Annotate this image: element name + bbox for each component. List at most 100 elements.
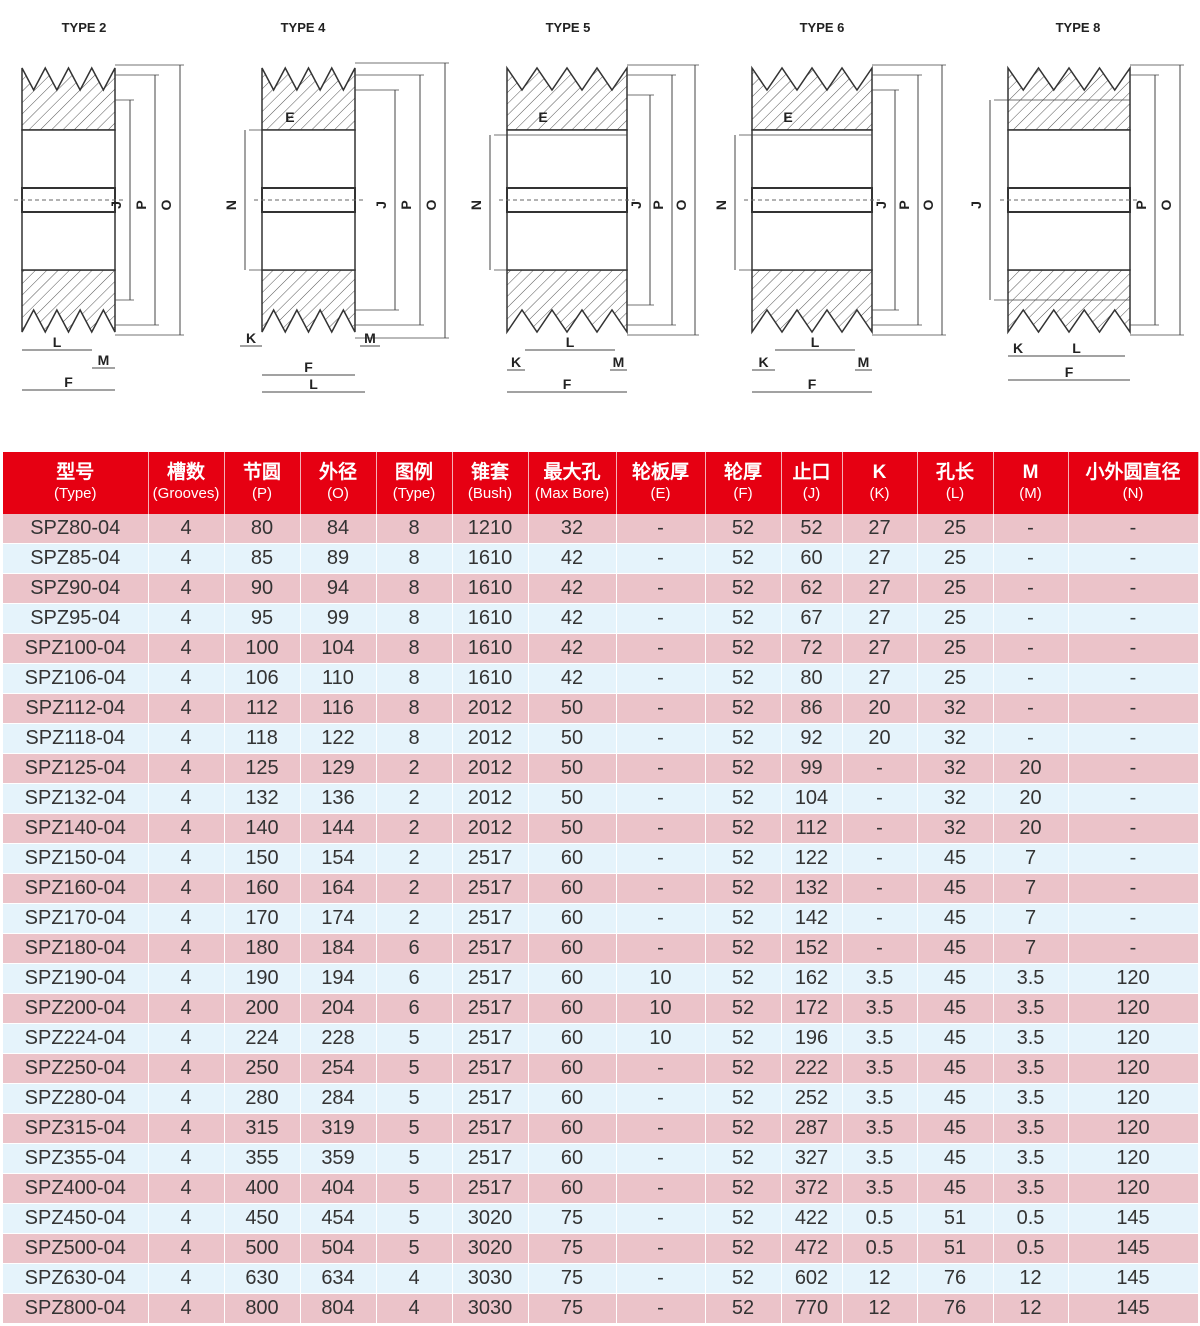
table-cell: 4 xyxy=(376,1263,453,1294)
table-cell: 120 xyxy=(1068,1173,1199,1204)
table-cell: 2 xyxy=(376,873,453,904)
table-cell: 27 xyxy=(842,603,918,634)
table-cell: 52 xyxy=(705,993,782,1024)
table-cell: 52 xyxy=(705,903,782,934)
table-cell: 120 xyxy=(1068,1053,1199,1084)
table-row: SPZ100-04 4 100 104 8 1610 42-52 72 27 25- - xyxy=(3,633,1199,664)
table-cell: 1610 xyxy=(452,573,529,604)
table-cell: SPZ315-04 xyxy=(3,1113,149,1144)
table-cell: 27 xyxy=(842,633,918,664)
table-cell: 104 xyxy=(300,633,377,664)
table-cell: - xyxy=(616,1143,706,1174)
dimension-label: F xyxy=(64,374,73,390)
spz-pulley-spec-table: 型号 (Type) 槽数 (Grooves) 节圆 (P) 外径 (O) 图例 (Type) 锥套 (… xyxy=(3,452,1199,1324)
table-cell: 172 xyxy=(781,993,843,1024)
table-cell: - xyxy=(616,543,706,574)
table-cell: 4 xyxy=(148,723,225,754)
table-cell: 6 xyxy=(376,963,453,994)
header-cn: 节圆 xyxy=(242,462,281,483)
dimension-label: K xyxy=(246,330,256,346)
table-cell: 132 xyxy=(224,783,301,814)
table-cell: 120 xyxy=(1068,993,1199,1024)
table-cell: 228 xyxy=(300,1023,377,1054)
table-cell: - xyxy=(993,514,1069,544)
table-cell: 222 xyxy=(781,1053,843,1084)
drawing-type-6: E N J P O K L M F xyxy=(713,64,946,393)
table-cell: 60 xyxy=(528,1023,617,1054)
table-cell: 52 xyxy=(705,1083,782,1114)
dimension-label: J xyxy=(373,201,389,209)
table-cell: 60 xyxy=(781,543,843,574)
table-cell: 60 xyxy=(528,903,617,934)
table-cell: 355 xyxy=(224,1143,301,1174)
table-cell: 8 xyxy=(376,663,453,694)
table-cell: 254 xyxy=(300,1053,377,1084)
drawing-title: TYPE 5 xyxy=(545,20,591,35)
dimension-label: L xyxy=(811,334,820,350)
table-cell: 42 xyxy=(528,663,617,694)
table-cell: 32 xyxy=(528,514,617,544)
table-cell: 5 xyxy=(376,1023,453,1054)
dimension-label: F xyxy=(304,359,313,375)
table-cell: 45 xyxy=(917,993,994,1024)
table-cell: 2517 xyxy=(452,933,529,964)
header-cn: 孔长 xyxy=(935,462,974,483)
table-cell: 120 xyxy=(1068,1143,1199,1174)
table-cell: 75 xyxy=(528,1293,617,1324)
dimension-label: J xyxy=(873,201,889,209)
table-cell: 2517 xyxy=(452,843,529,874)
header-en: (E) xyxy=(650,485,671,502)
dimension-label: P xyxy=(398,200,414,209)
table-cell: 2 xyxy=(376,813,453,844)
table-row: SPZ180-04 4 180 184 6 2517 60-52 152-45 7- xyxy=(3,933,1199,964)
dimension-label: E xyxy=(538,109,547,125)
dimension-label: N xyxy=(468,200,484,210)
table-cell: 3.5 xyxy=(842,993,918,1024)
dimension-label: O xyxy=(423,199,439,210)
table-cell: 4 xyxy=(148,1203,225,1234)
table-cell: 140 xyxy=(224,813,301,844)
table-cell: - xyxy=(616,1233,706,1264)
dimension-label: F xyxy=(563,376,572,392)
table-cell: 25 xyxy=(917,633,994,664)
table-cell: 3.5 xyxy=(842,1143,918,1174)
table-cell: 327 xyxy=(781,1143,843,1174)
table-cell: - xyxy=(1068,723,1199,754)
column-header: 小外圆直径 (N) xyxy=(1068,452,1199,514)
header-cn: 槽数 xyxy=(166,462,205,483)
table-cell: 3.5 xyxy=(993,1023,1069,1054)
header-en: (J) xyxy=(802,485,821,502)
table-row: SPZ95-04 4 95 99 8 1610 42-52 67 27 25- - xyxy=(3,603,1199,634)
table-cell: 76 xyxy=(917,1263,994,1294)
header-en: (Grooves) xyxy=(152,485,220,502)
table-cell: 454 xyxy=(300,1203,377,1234)
table-cell: 4 xyxy=(148,1053,225,1084)
table-cell: 75 xyxy=(528,1263,617,1294)
header-en: (P) xyxy=(252,485,272,502)
table-cell: 2012 xyxy=(452,753,529,784)
table-cell: 86 xyxy=(781,693,843,724)
table-row: SPZ170-04 4 170 174 2 2517 60-52 142-45 7- xyxy=(3,903,1199,934)
table-cell: 4 xyxy=(148,693,225,724)
table-cell: 5 xyxy=(376,1203,453,1234)
table-cell: 62 xyxy=(781,573,843,604)
dimension-label: F xyxy=(808,376,817,392)
header-cn: K xyxy=(872,462,887,483)
table-cell: 45 xyxy=(917,903,994,934)
table-cell: 52 xyxy=(705,1233,782,1264)
drawing-type-4: E N J P O K M FL xyxy=(223,62,449,393)
table-cell: 85 xyxy=(224,543,301,574)
table-row: SPZ315-04 4 315 319 5 2517 60-52 287 3.5 45 3.5 120 xyxy=(3,1113,1199,1144)
table-cell: 52 xyxy=(705,723,782,754)
header-cn: 止口 xyxy=(792,462,831,483)
dimension-label: K xyxy=(511,354,521,370)
table-cell: 500 xyxy=(224,1233,301,1264)
table-cell: - xyxy=(616,1293,706,1324)
table-cell: 6 xyxy=(376,993,453,1024)
table-cell: - xyxy=(616,813,706,844)
table-cell: 25 xyxy=(917,573,994,604)
table-cell: 2517 xyxy=(452,1083,529,1114)
table-cell: 162 xyxy=(781,963,843,994)
table-cell: 60 xyxy=(528,1053,617,1084)
table-cell: 51 xyxy=(917,1233,994,1264)
